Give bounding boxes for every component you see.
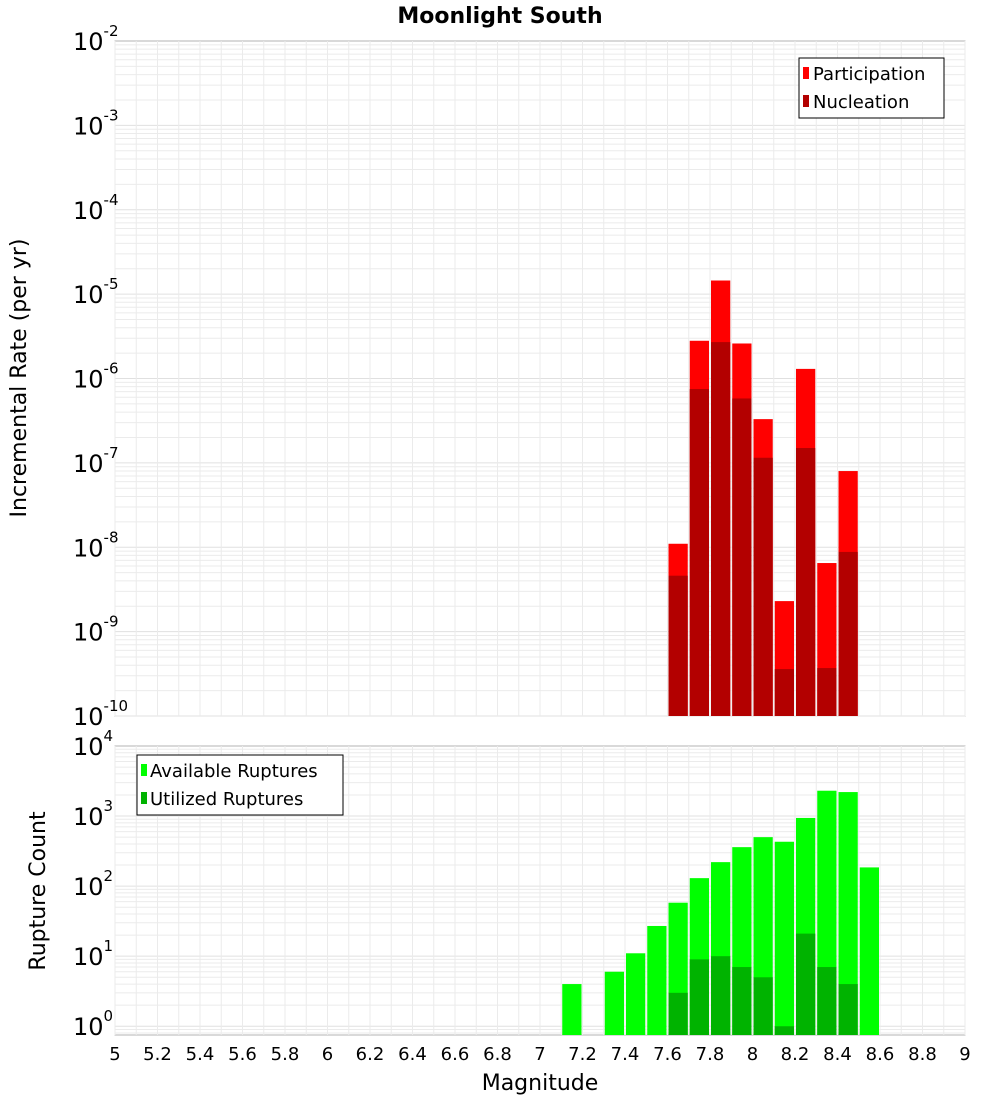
- nucleation-bar: [732, 398, 752, 716]
- x-tick-label: 6.8: [483, 1044, 512, 1065]
- rate-y-ticks: 10-2 10-3 10-4 10-5 10-6 10-7 10-8 10-9 10-10: [73, 22, 128, 731]
- y-tick-label: 104: [73, 727, 113, 761]
- utilized-ruptures-bar: [796, 933, 816, 1035]
- available-ruptures-bar: [859, 867, 879, 1035]
- count-y-axis-label: Rupture Count: [26, 811, 51, 971]
- y-tick-label: 10-10: [73, 697, 128, 731]
- x-tick-label: 6: [322, 1044, 333, 1065]
- y-tick-label: 10-2: [73, 22, 119, 56]
- x-tick-label: 8: [747, 1044, 758, 1065]
- y-tick-label: 102: [73, 867, 113, 901]
- available-legend-swatch: [141, 764, 147, 776]
- x-tick-label: 7.8: [696, 1044, 725, 1065]
- count-legend: Available Ruptures Utilized Ruptures: [136, 754, 344, 816]
- rate-legend: Participation Nucleation: [798, 57, 945, 119]
- y-tick-label: 10-7: [73, 444, 119, 478]
- nucleation-bar: [774, 669, 794, 716]
- rate-y-axis-label: Incremental Rate (per yr): [7, 239, 32, 518]
- nucleation-bar: [817, 668, 837, 716]
- x-tick-label: 8.4: [823, 1044, 852, 1065]
- rate-bars: [668, 280, 858, 716]
- nucleation-bar: [796, 448, 816, 716]
- rate-legend-box: [798, 57, 945, 119]
- count-bars: [562, 790, 879, 1035]
- chart-title: Moonlight South: [397, 4, 602, 29]
- nucleation-bar: [668, 575, 688, 716]
- y-tick-label: 10-8: [73, 528, 119, 562]
- count-y-ticks: 104 103 102 101 100: [73, 727, 113, 1041]
- x-axis-label: Magnitude: [482, 1071, 599, 1096]
- y-tick-label: 10-5: [73, 275, 119, 309]
- nucleation-bar: [838, 551, 858, 716]
- available-ruptures-bar: [838, 792, 858, 1035]
- available-ruptures-bar: [774, 841, 794, 1035]
- utilized-legend-swatch: [141, 792, 147, 804]
- count-panel: 104 103 102 101 100 Rupture Count Available …: [26, 727, 966, 1041]
- nucleation-bar: [689, 389, 709, 716]
- x-tick-label: 5.4: [186, 1044, 215, 1065]
- x-tick-label: 7.2: [568, 1044, 597, 1065]
- nucleation-bar: [711, 342, 731, 716]
- nucleation-legend-label: Nucleation: [813, 92, 909, 113]
- utilized-ruptures-bar: [711, 956, 731, 1035]
- x-ticks: 5 5.2 5.4 5.6 5.8 6 6.2 6.4 6.6 6.8 7 7.2 7.4 7.6 7.8 8…: [109, 1044, 970, 1065]
- utilized-ruptures-bar: [774, 1026, 794, 1035]
- utilized-ruptures-bar: [817, 967, 837, 1035]
- x-tick-label: 5.6: [228, 1044, 257, 1065]
- nucleation-legend-swatch: [803, 95, 809, 107]
- x-tick-label: 8.6: [866, 1044, 895, 1065]
- utilized-ruptures-bar: [689, 959, 709, 1035]
- nucleation-bar: [753, 457, 773, 716]
- x-tick-label: 6.6: [441, 1044, 470, 1065]
- available-ruptures-bar: [604, 971, 624, 1035]
- x-tick-label: 6.4: [398, 1044, 427, 1065]
- utilized-ruptures-bar: [668, 992, 688, 1035]
- count-legend-box: [136, 754, 344, 816]
- available-ruptures-bar: [647, 925, 667, 1035]
- utilized-ruptures-bar: [732, 967, 752, 1035]
- y-tick-label: 10-3: [73, 106, 119, 140]
- rate-panel: 10-2 10-3 10-4 10-5 10-6 10-7 10-8 10-9 10-10 In…: [7, 22, 966, 731]
- x-tick-label: 5: [109, 1044, 120, 1065]
- x-tick-label: 6.2: [356, 1044, 385, 1065]
- y-tick-label: 10-4: [73, 191, 119, 225]
- x-tick-label: 7.4: [611, 1044, 640, 1065]
- utilized-legend-label: Utilized Ruptures: [150, 789, 303, 810]
- y-tick-label: 101: [73, 937, 113, 971]
- y-tick-label: 103: [73, 797, 113, 831]
- x-tick-label: 5.8: [271, 1044, 300, 1065]
- available-legend-label: Available Ruptures: [150, 761, 318, 782]
- x-tick-label: 8.8: [908, 1044, 937, 1065]
- x-tick-label: 8.2: [781, 1044, 810, 1065]
- y-tick-label: 10-6: [73, 360, 119, 394]
- utilized-ruptures-bar: [753, 977, 773, 1035]
- participation-legend-label: Participation: [813, 64, 925, 85]
- participation-legend-swatch: [803, 67, 809, 79]
- available-ruptures-bar: [626, 953, 646, 1035]
- y-tick-label: 100: [73, 1007, 113, 1041]
- x-tick-label: 5.2: [143, 1044, 172, 1065]
- rate-gridlines: [114, 41, 966, 717]
- available-ruptures-bar: [562, 984, 582, 1035]
- x-tick-label: 7.6: [653, 1044, 682, 1065]
- x-tick-label: 7: [534, 1044, 545, 1065]
- utilized-ruptures-bar: [838, 984, 858, 1035]
- y-tick-label: 10-9: [73, 613, 119, 647]
- x-tick-label: 9: [959, 1044, 970, 1065]
